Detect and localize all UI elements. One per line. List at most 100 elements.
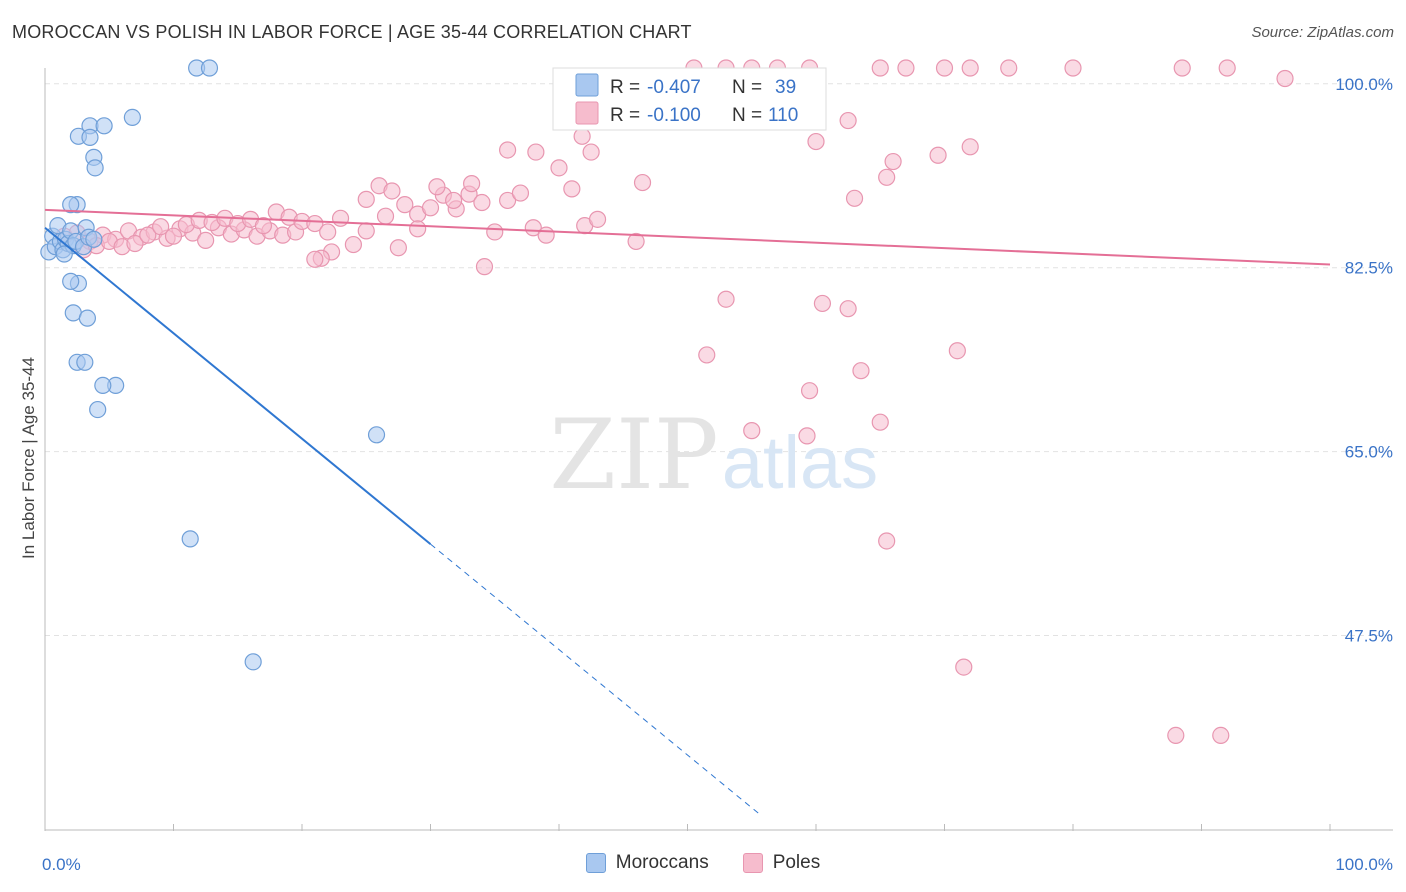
moroccans-point-36 <box>367 426 386 444</box>
poles-point-56 <box>550 159 568 177</box>
poles-point-62 <box>306 250 324 268</box>
poles-point-89 <box>1218 59 1236 77</box>
poles-point-102 <box>717 290 735 308</box>
x-tick-label-1: 100.0% <box>1335 855 1393 874</box>
poles-point-104 <box>839 300 857 318</box>
chart-title: MOROCCAN VS POLISH IN LABOR FORCE | AGE … <box>12 22 692 42</box>
poles-point-95 <box>884 152 902 171</box>
stats-n-value-moroccans: 39 <box>775 77 796 98</box>
moroccans-point-21 <box>85 230 103 248</box>
poles-point-106 <box>852 362 870 380</box>
poles-point-40 <box>344 235 362 254</box>
y-tick-label-2: 82.5% <box>1345 259 1393 278</box>
legend-entry-poles[interactable]: Poles <box>742 852 820 874</box>
poles-point-41 <box>357 190 375 208</box>
moroccans-point-38 <box>244 653 262 671</box>
poles-point-85 <box>935 59 954 77</box>
poles-point-84 <box>897 59 915 77</box>
poles-point-39 <box>331 209 350 227</box>
poles-point-11 <box>197 231 215 249</box>
moroccans-point-35 <box>94 376 112 395</box>
poles-point-38 <box>319 223 337 241</box>
poles-point-50 <box>473 193 491 212</box>
poles-point-67 <box>357 222 375 240</box>
poles-point-24 <box>139 226 157 244</box>
stats-swatch-poles <box>575 101 599 125</box>
moroccans-point-23 <box>76 353 94 371</box>
poles-point-112 <box>878 532 896 550</box>
poles-point-98 <box>961 138 979 156</box>
axes <box>44 68 1393 831</box>
moroccans-point-30 <box>123 108 141 126</box>
y-axis-label: In Labor Force | Age 35-44 <box>19 357 38 559</box>
poles-point-107 <box>800 382 819 400</box>
poles-point-96 <box>878 168 896 186</box>
poles-point-101 <box>627 232 645 251</box>
poles-point-72 <box>527 143 545 161</box>
legend-label-moroccans: Moroccans <box>615 852 709 873</box>
legend-swatch-moroccans <box>585 853 606 873</box>
poles-point-114 <box>1167 726 1185 745</box>
y-tick-label-0: 47.5% <box>1345 627 1393 646</box>
poles-point-105 <box>948 342 966 360</box>
series-legend: Moroccans Poles <box>0 852 1406 874</box>
gridlines <box>45 83 1395 637</box>
tick-labels: 47.5% 65.0% 82.5% 100.0% 0.0% 100.0% <box>42 75 1393 874</box>
poles-point-97 <box>929 146 947 164</box>
moroccans-point-33 <box>89 400 107 419</box>
stats-r-label-poles: R = <box>610 105 640 126</box>
moroccans-trend-line <box>44 226 432 545</box>
moroccans-point-26 <box>81 128 99 146</box>
moroccans-point-29 <box>95 117 113 135</box>
poles-point-110 <box>698 346 716 364</box>
poles-point-33 <box>254 217 273 235</box>
poles-point-87 <box>1000 59 1018 77</box>
stats-r-label-moroccans: R = <box>610 77 640 98</box>
x-tick-label-0: 0.0% <box>42 855 81 874</box>
poles-point-117 <box>1212 726 1230 745</box>
stats-r-value-moroccans: -0.407 <box>647 77 701 98</box>
stats-r-value-poles: -0.100 <box>647 105 701 126</box>
stats-swatch-moroccans <box>575 73 599 97</box>
poles-point-26 <box>164 227 183 245</box>
stats-n-label-poles: N = <box>732 105 762 126</box>
poles-point-100 <box>807 132 825 151</box>
poles-point-111 <box>798 427 816 445</box>
poles-trend-line <box>44 208 1331 266</box>
poles-point-23 <box>126 234 144 253</box>
trend-lines <box>44 208 1331 814</box>
stats-n-value-poles: 110 <box>768 105 798 126</box>
moroccans-points <box>40 59 386 671</box>
stats-n-label-moroccans: N = <box>732 77 762 98</box>
legend-swatch-poles <box>742 853 763 873</box>
poles-point-115 <box>1276 69 1294 88</box>
moroccans-point-16 <box>62 272 80 290</box>
poles-point-68 <box>428 178 446 196</box>
poles-point-86 <box>961 59 979 77</box>
chart-source: Source: ZipAtlas.com <box>1251 24 1394 41</box>
poles-point-74 <box>582 143 600 161</box>
poles-point-43 <box>383 182 401 200</box>
poles-point-25 <box>152 218 170 236</box>
poles-point-65 <box>376 207 395 225</box>
y-tick-label-1: 65.0% <box>1345 443 1393 462</box>
poles-point-64 <box>475 258 494 276</box>
moroccans-point-28 <box>86 159 104 177</box>
poles-point-103 <box>813 294 832 313</box>
poles-point-51 <box>486 223 504 241</box>
poles-point-70 <box>463 175 481 193</box>
poles-point-53 <box>511 184 530 202</box>
poles-point-109 <box>743 422 761 440</box>
watermark-zip: ZIP <box>549 399 718 511</box>
watermark: ZIP atlas <box>549 399 878 511</box>
poles-point-75 <box>633 173 652 192</box>
moroccans-point-20 <box>62 196 80 214</box>
stats-legend: R = -0.407 N = 39 R = -0.100 N = 110 <box>552 67 827 131</box>
moroccans-point-32 <box>200 59 219 77</box>
poles-point-83 <box>871 59 889 77</box>
legend-entry-moroccans[interactable]: Moroccans <box>585 852 709 874</box>
poles-point-99 <box>845 189 864 207</box>
poles-point-71 <box>499 141 517 159</box>
poles-point-94 <box>839 111 857 130</box>
